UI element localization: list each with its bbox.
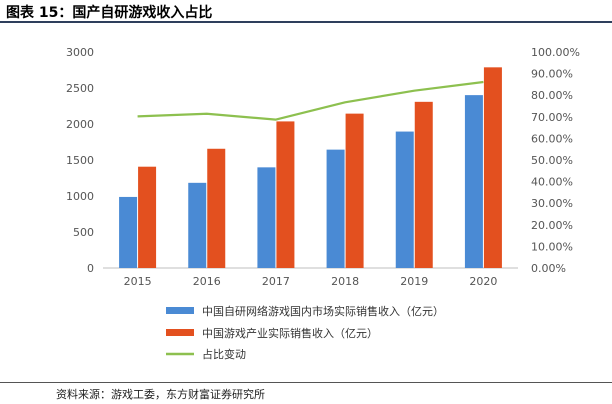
- y-left-tick-label: 2500: [66, 82, 94, 95]
- x-tick-label: 2016: [193, 275, 221, 288]
- bar-industry: [138, 166, 157, 268]
- y-right-tick-label: 40.00%: [531, 176, 573, 189]
- bar-domestic: [257, 167, 276, 268]
- x-tick-label: 2020: [469, 275, 497, 288]
- y-left-tick-label: 500: [73, 226, 94, 239]
- y-right-tick-label: 0.00%: [531, 262, 566, 275]
- bar-domestic: [395, 131, 414, 268]
- x-tick-label: 2017: [262, 275, 290, 288]
- y-right-tick-label: 30.00%: [531, 197, 573, 210]
- y-right-tick-label: 60.00%: [531, 132, 573, 145]
- bar-domestic: [326, 149, 345, 268]
- source-divider: [0, 382, 612, 383]
- share-line: [137, 80, 484, 121]
- bar-domestic: [188, 182, 207, 268]
- x-tick-label: 2015: [124, 275, 152, 288]
- y-left-tick-label: 0: [87, 262, 94, 275]
- bar-domestic: [119, 196, 138, 268]
- y-left-tick-label: 3000: [66, 46, 94, 59]
- bar-industry: [276, 121, 295, 269]
- y-right-tick-label: 90.00%: [531, 68, 573, 81]
- bar-industry: [483, 67, 502, 268]
- x-tick-label: 2019: [400, 275, 428, 288]
- figure-title: 图表 15：国产自研游戏收入占比: [6, 5, 213, 21]
- y-right-tick-label: 70.00%: [531, 111, 573, 124]
- combo-chart: 0 500 1000 1500 2000 2500 3000 0.00% 10.00% 20.00…: [66, 46, 580, 361]
- bar-industry: [345, 113, 364, 268]
- x-tick-label: 2018: [331, 275, 359, 288]
- legend-label-domestic: 中国自研网络游戏国内市场实际销售收入（亿元）: [202, 304, 444, 318]
- y-left-tick-label: 1000: [66, 190, 94, 203]
- y-right-tick-label: 10.00%: [531, 240, 573, 253]
- legend-label-share: 占比变动: [202, 347, 246, 361]
- y-left-tick-label: 1500: [66, 154, 94, 167]
- y-left-tick-label: 2000: [66, 118, 94, 131]
- legend-swatch-domestic: [166, 307, 194, 314]
- source-note: 资料来源：游戏工委，东方财富证券研究所: [56, 388, 265, 401]
- bar-industry: [414, 101, 433, 268]
- y-right-tick-label: 100.00%: [531, 46, 580, 59]
- legend-swatch-industry: [166, 329, 194, 336]
- title-underline: [0, 21, 612, 23]
- y-right-tick-label: 50.00%: [531, 154, 573, 167]
- y-right-tick-label: 20.00%: [531, 219, 573, 232]
- y-right-tick-label: 80.00%: [531, 89, 573, 102]
- legend-label-industry: 中国游戏产业实际销售收入（亿元）: [202, 326, 378, 340]
- bar-industry: [207, 148, 226, 268]
- bar-domestic: [464, 95, 483, 269]
